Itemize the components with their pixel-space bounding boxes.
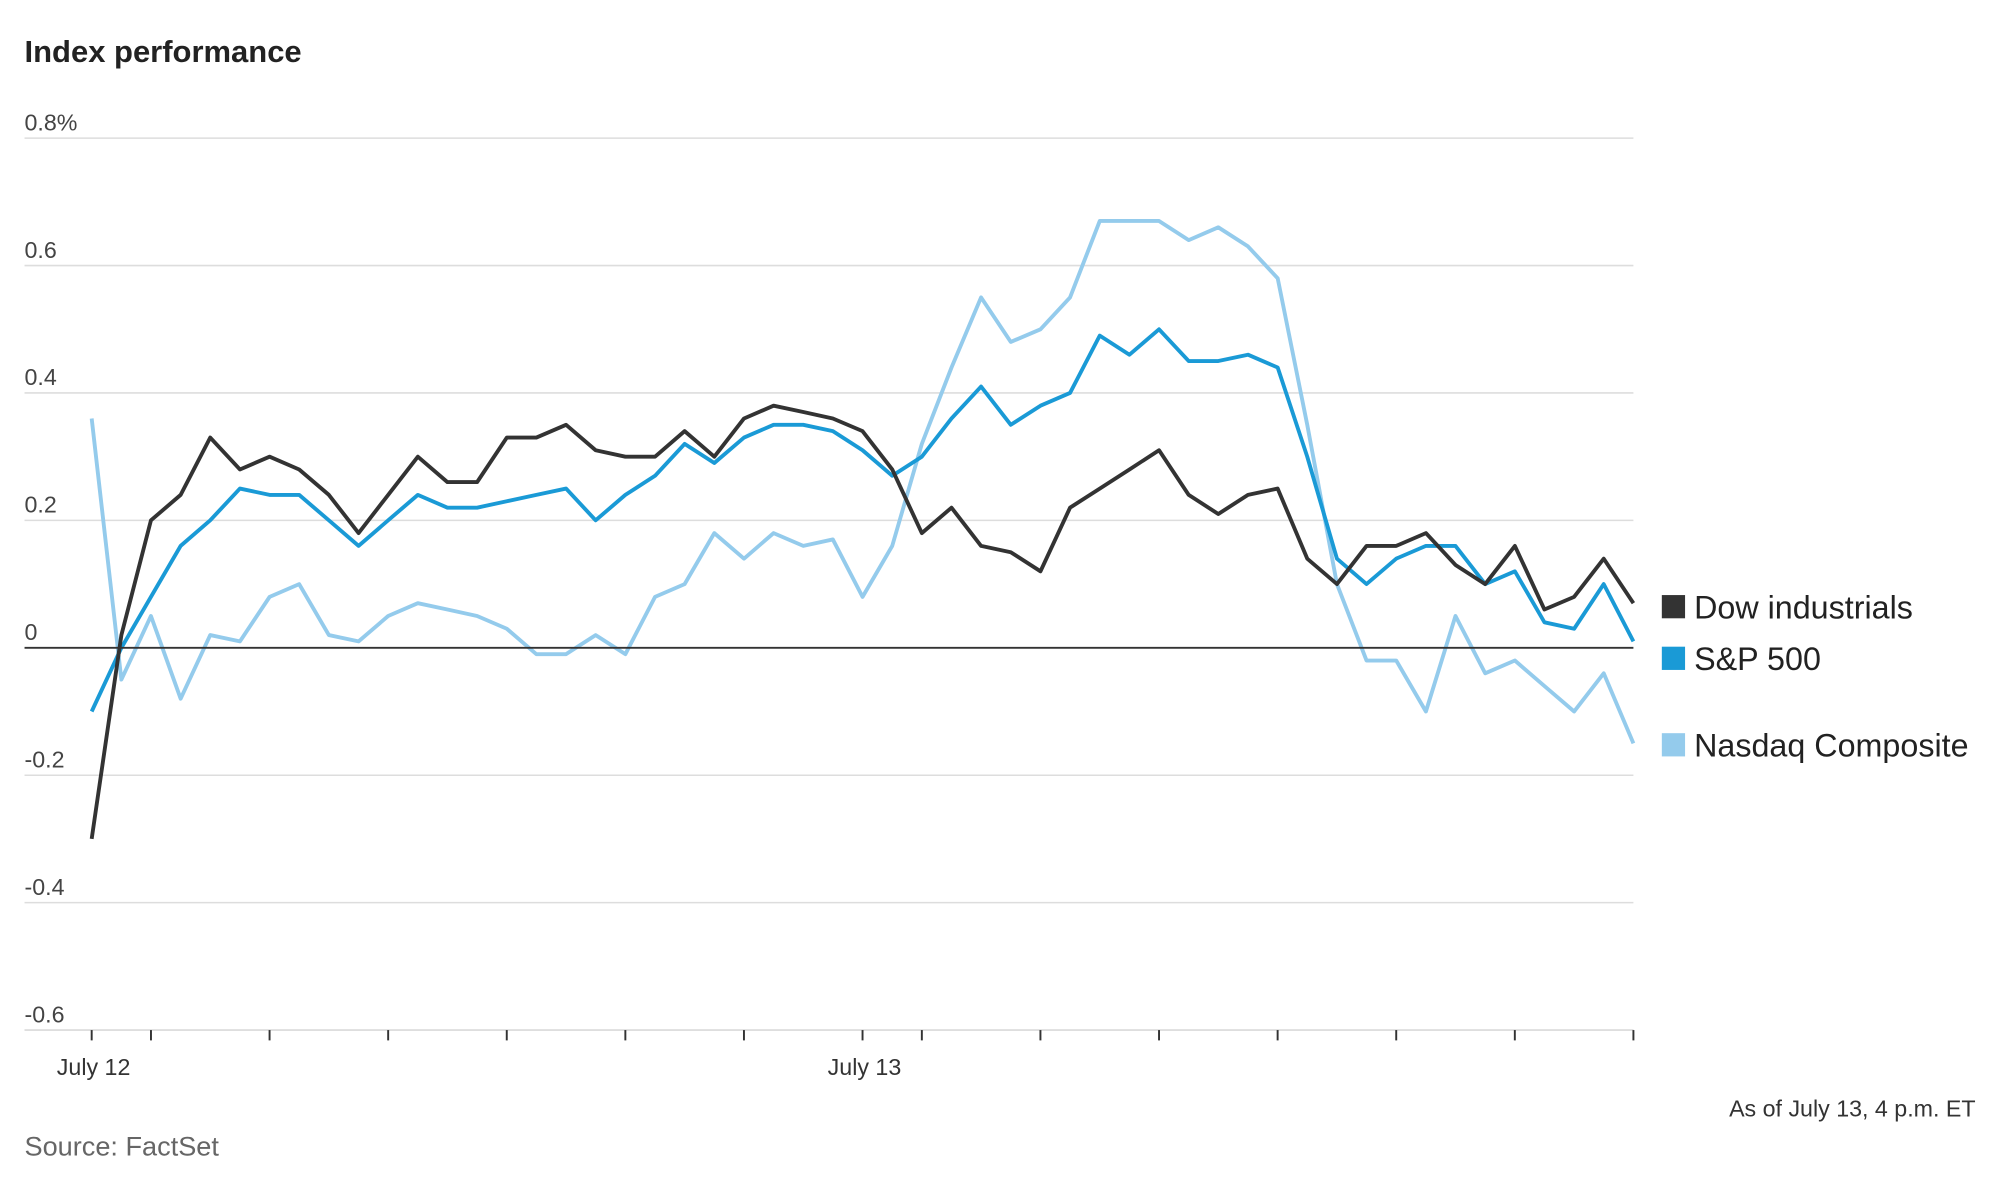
note: As of July 13, 4 p.m. ET xyxy=(1729,1096,1976,1122)
legend-label: S&P 500 xyxy=(1694,641,1821,677)
source: Source: FactSet xyxy=(25,1130,220,1161)
legend-swatch xyxy=(1661,646,1686,670)
x-tick-label: July 13 xyxy=(828,1054,902,1080)
y-tick-label: 0.6 xyxy=(25,237,57,263)
series-line xyxy=(89,219,1636,745)
legend-label: Nasdaq Composite xyxy=(1694,727,1968,763)
y-tick-label: 0.8% xyxy=(25,109,78,135)
legend-label: Dow industrials xyxy=(1694,589,1913,625)
legend-swatch xyxy=(1661,595,1686,619)
y-tick-label: 0 xyxy=(25,619,38,645)
y-tick-label: -0.2 xyxy=(25,746,65,772)
series-line xyxy=(89,403,1636,840)
series-line xyxy=(89,327,1636,713)
y-tick-label: -0.4 xyxy=(25,874,65,900)
chart-title: Index performance xyxy=(25,34,302,69)
y-tick-label: 0.4 xyxy=(25,364,57,390)
y-tick-label: -0.6 xyxy=(25,1001,65,1027)
legend-swatch xyxy=(1661,733,1686,757)
x-tick-label: July 12 xyxy=(57,1054,131,1080)
y-tick-label: 0.2 xyxy=(25,492,57,518)
